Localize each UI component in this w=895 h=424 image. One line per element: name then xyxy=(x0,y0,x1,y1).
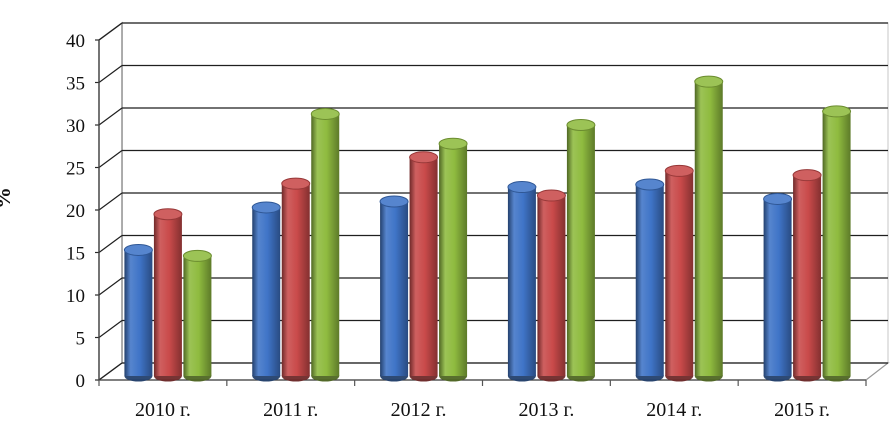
y-tick-label: 0 xyxy=(76,371,86,392)
y-tick-label: 15 xyxy=(66,244,85,265)
bar-top xyxy=(153,208,183,221)
y-tick-label: 40 xyxy=(66,31,85,52)
bar xyxy=(438,137,468,382)
gridline-depth xyxy=(98,107,123,126)
bar-body xyxy=(409,157,438,376)
bar-body xyxy=(153,214,182,376)
bar-body xyxy=(537,195,566,376)
bar xyxy=(822,105,852,382)
bar xyxy=(694,75,724,382)
x-tick-label: 2010 г. xyxy=(135,399,191,421)
bar xyxy=(664,164,694,382)
y-tick-label: 35 xyxy=(66,74,85,95)
bar-top xyxy=(182,249,212,262)
y-axis: 0 5 10 15 20 25 30 35 40 xyxy=(66,31,100,392)
bar-top xyxy=(822,105,852,118)
bar-top xyxy=(664,164,694,177)
x-tick-label: 2013 г. xyxy=(518,399,574,421)
bar-body xyxy=(566,125,595,376)
bar-body xyxy=(635,184,664,376)
bar-top xyxy=(635,178,665,191)
bar xyxy=(409,151,439,382)
bar-body xyxy=(380,201,409,376)
y-axis-label: % xyxy=(0,187,15,209)
bar-top xyxy=(694,75,724,88)
bar xyxy=(251,201,281,382)
bar-body xyxy=(281,183,310,376)
bar xyxy=(379,195,409,382)
y-tick-label: 5 xyxy=(76,329,86,350)
gridline-depth xyxy=(98,320,123,338)
gridlines xyxy=(98,22,888,381)
bar-top xyxy=(123,243,153,256)
bars xyxy=(123,75,852,382)
bar-body xyxy=(439,143,468,376)
gridline-depth xyxy=(98,65,123,83)
bar-body xyxy=(183,255,212,376)
bar xyxy=(536,189,566,382)
bar xyxy=(763,192,793,382)
bar xyxy=(182,249,212,382)
bar xyxy=(635,178,665,382)
bar-top xyxy=(310,107,340,120)
bar xyxy=(792,169,822,382)
bar xyxy=(310,107,340,382)
bar-top xyxy=(281,177,311,190)
bar xyxy=(281,177,311,382)
bar-top xyxy=(792,169,822,182)
bar-top xyxy=(379,195,409,208)
bar-top xyxy=(409,151,439,164)
y-tick-label: 30 xyxy=(66,116,85,137)
gridline-depth xyxy=(98,235,123,253)
x-tick-label: 2015 г. xyxy=(774,399,830,421)
y-tick-label: 20 xyxy=(66,201,85,222)
bar xyxy=(507,181,537,382)
bar xyxy=(123,243,153,382)
bar-body xyxy=(311,113,340,376)
bar-top xyxy=(763,192,793,205)
bar-body xyxy=(665,170,694,376)
bar-top xyxy=(438,137,468,150)
bar xyxy=(566,119,596,382)
bar-top xyxy=(251,201,281,214)
bar-body xyxy=(507,187,536,376)
x-tick-label: 2014 г. xyxy=(646,399,702,421)
x-tick-label: 2011 г. xyxy=(263,399,318,421)
y-tick-label: 10 xyxy=(66,286,85,307)
gridline-depth xyxy=(98,362,123,381)
gridline-depth xyxy=(98,192,123,211)
bar-body xyxy=(763,198,792,376)
x-tick-label: 2012 г. xyxy=(391,399,447,421)
bar-body xyxy=(822,111,851,377)
bar-top xyxy=(507,181,537,194)
bar-top xyxy=(566,119,596,131)
bar-top xyxy=(536,189,566,202)
x-axis: 2010 г. 2011 г. 2012 г. 2013 г. 2014 г. 2015 … xyxy=(98,379,867,421)
gridline-depth xyxy=(98,22,123,41)
bar-body xyxy=(793,175,822,376)
gridline-depth xyxy=(98,150,123,168)
bar-body xyxy=(124,249,153,376)
bar-body xyxy=(694,81,723,377)
gridline-depth xyxy=(98,277,123,296)
y-tick-label: 25 xyxy=(66,159,85,180)
bar-body xyxy=(252,207,281,376)
bar xyxy=(153,208,183,382)
